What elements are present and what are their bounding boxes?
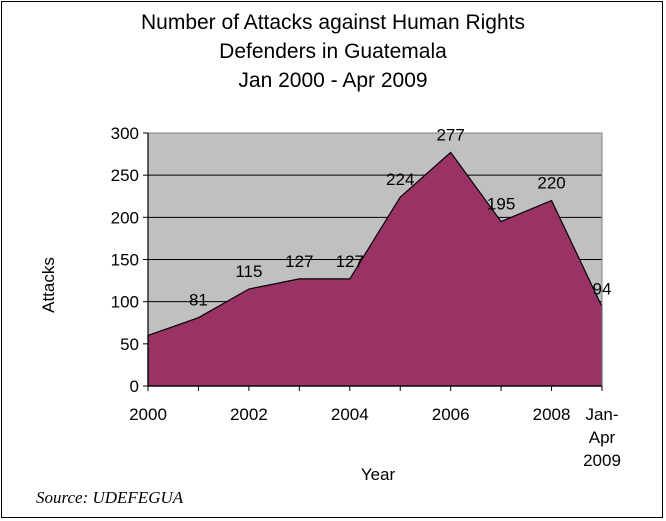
data-label-2: 115 — [235, 262, 262, 281]
source-note: Source: UDEFEGUA — [36, 488, 184, 507]
y-tick-label-50: 50 — [120, 335, 139, 354]
data-label-1: 81 — [189, 291, 208, 310]
y-tick-label-150: 150 — [111, 251, 139, 270]
y-tick-label-250: 250 — [111, 166, 139, 185]
data-label-8: 220 — [537, 173, 565, 192]
y-tick-label-0: 0 — [130, 377, 139, 396]
data-label-3: 127 — [285, 252, 313, 271]
chart-title: Number of Attacks against Human Rights D… — [0, 8, 666, 95]
x-tick-label-9-line-2: Apr — [589, 428, 616, 447]
x-tick-label-8: 2008 — [533, 405, 571, 424]
data-label-5: 224 — [386, 170, 414, 189]
x-tick-label-6: 2006 — [432, 405, 470, 424]
chart-title-line-2: Defenders in Guatemala — [219, 40, 447, 63]
x-tick-label-4: 2004 — [331, 405, 369, 424]
x-tick-label-9-line-3: 2009 — [583, 451, 621, 470]
data-label-7: 195 — [487, 195, 515, 214]
y-tick-label-300: 300 — [111, 124, 139, 143]
data-label-9: 94 — [593, 280, 612, 299]
chart-title-line-1: Number of Attacks against Human Rights — [140, 11, 525, 34]
y-tick-label-200: 200 — [111, 208, 139, 227]
chart-title-line-3: Jan 2000 - Apr 2009 — [238, 69, 428, 92]
x-tick-label-0: 2000 — [129, 405, 167, 424]
x-tick-label-9-line-1: Jan- — [585, 405, 618, 424]
y-tick-label-100: 100 — [111, 293, 139, 312]
x-tick-label-2: 2002 — [230, 405, 268, 424]
data-label-4: 127 — [336, 252, 364, 271]
data-label-6: 277 — [436, 125, 464, 144]
x-axis-title: Year — [361, 465, 396, 484]
y-axis-title: Attacks — [39, 257, 58, 313]
